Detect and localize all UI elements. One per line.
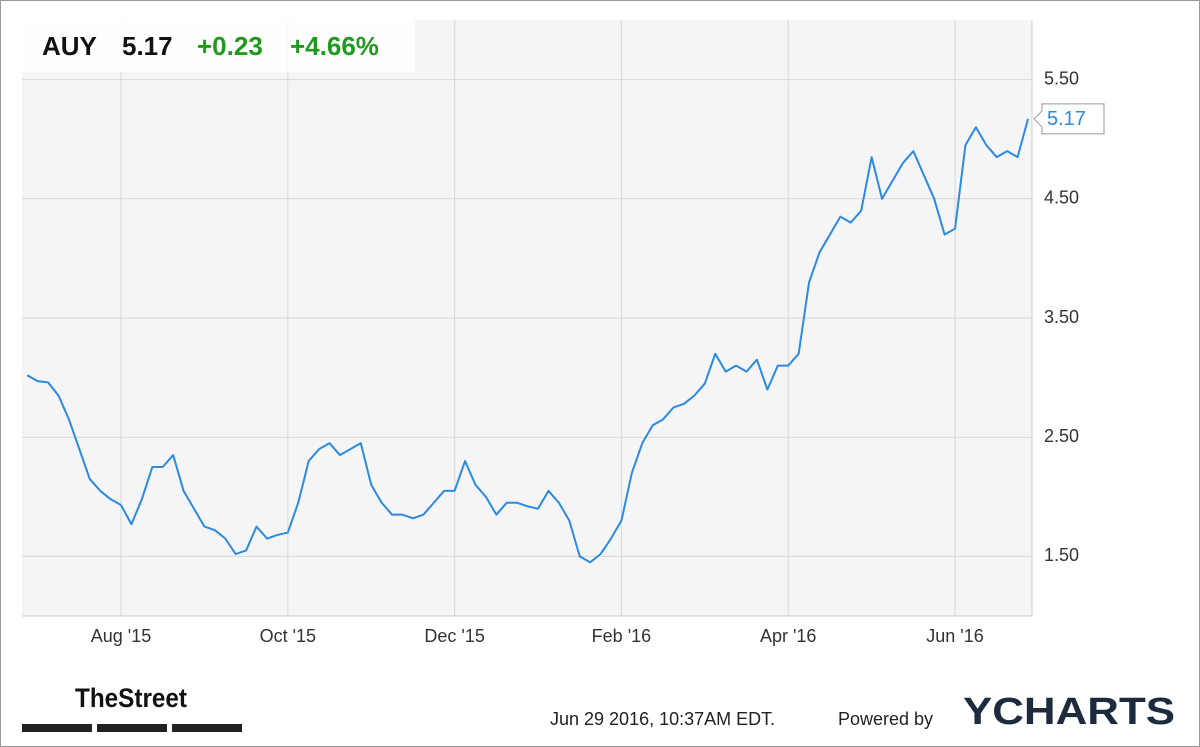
- powered-by: Powered by: [838, 709, 933, 729]
- last-value-label: 5.17: [1047, 108, 1086, 130]
- brand-logo: TheStreet: [75, 683, 187, 713]
- x-tick-label: Feb '16: [592, 626, 651, 646]
- brand-bar: [97, 724, 167, 732]
- change-percent: +4.66%: [290, 31, 379, 61]
- brand-bar: [22, 724, 92, 732]
- brand-bar: [172, 724, 242, 732]
- x-tick-label: Jun '16: [926, 626, 983, 646]
- last-value-callout: [1033, 103, 1105, 135]
- change: +0.23: [197, 31, 263, 61]
- timestamp: Jun 29 2016, 10:37AM EDT.: [550, 709, 775, 729]
- y-tick-label: 4.50: [1044, 188, 1079, 208]
- plot: [26, 118, 1029, 564]
- y-tick-label: 2.50: [1044, 426, 1079, 446]
- y-tick-label: 3.50: [1044, 307, 1079, 327]
- y-tick-label: 1.50: [1044, 545, 1079, 565]
- price-line: [26, 118, 1029, 564]
- x-tick-label: Dec '15: [424, 626, 484, 646]
- y-tick-label: 5.50: [1044, 68, 1079, 88]
- price: 5.17: [122, 31, 173, 61]
- x-tick-label: Oct '15: [260, 626, 316, 646]
- x-tick-label: Apr '16: [760, 626, 816, 646]
- ticker: AUY: [42, 31, 97, 61]
- provider-logo: YCHARTS: [963, 691, 1175, 733]
- header-box: [22, 20, 415, 72]
- x-tick-label: Aug '15: [91, 626, 152, 646]
